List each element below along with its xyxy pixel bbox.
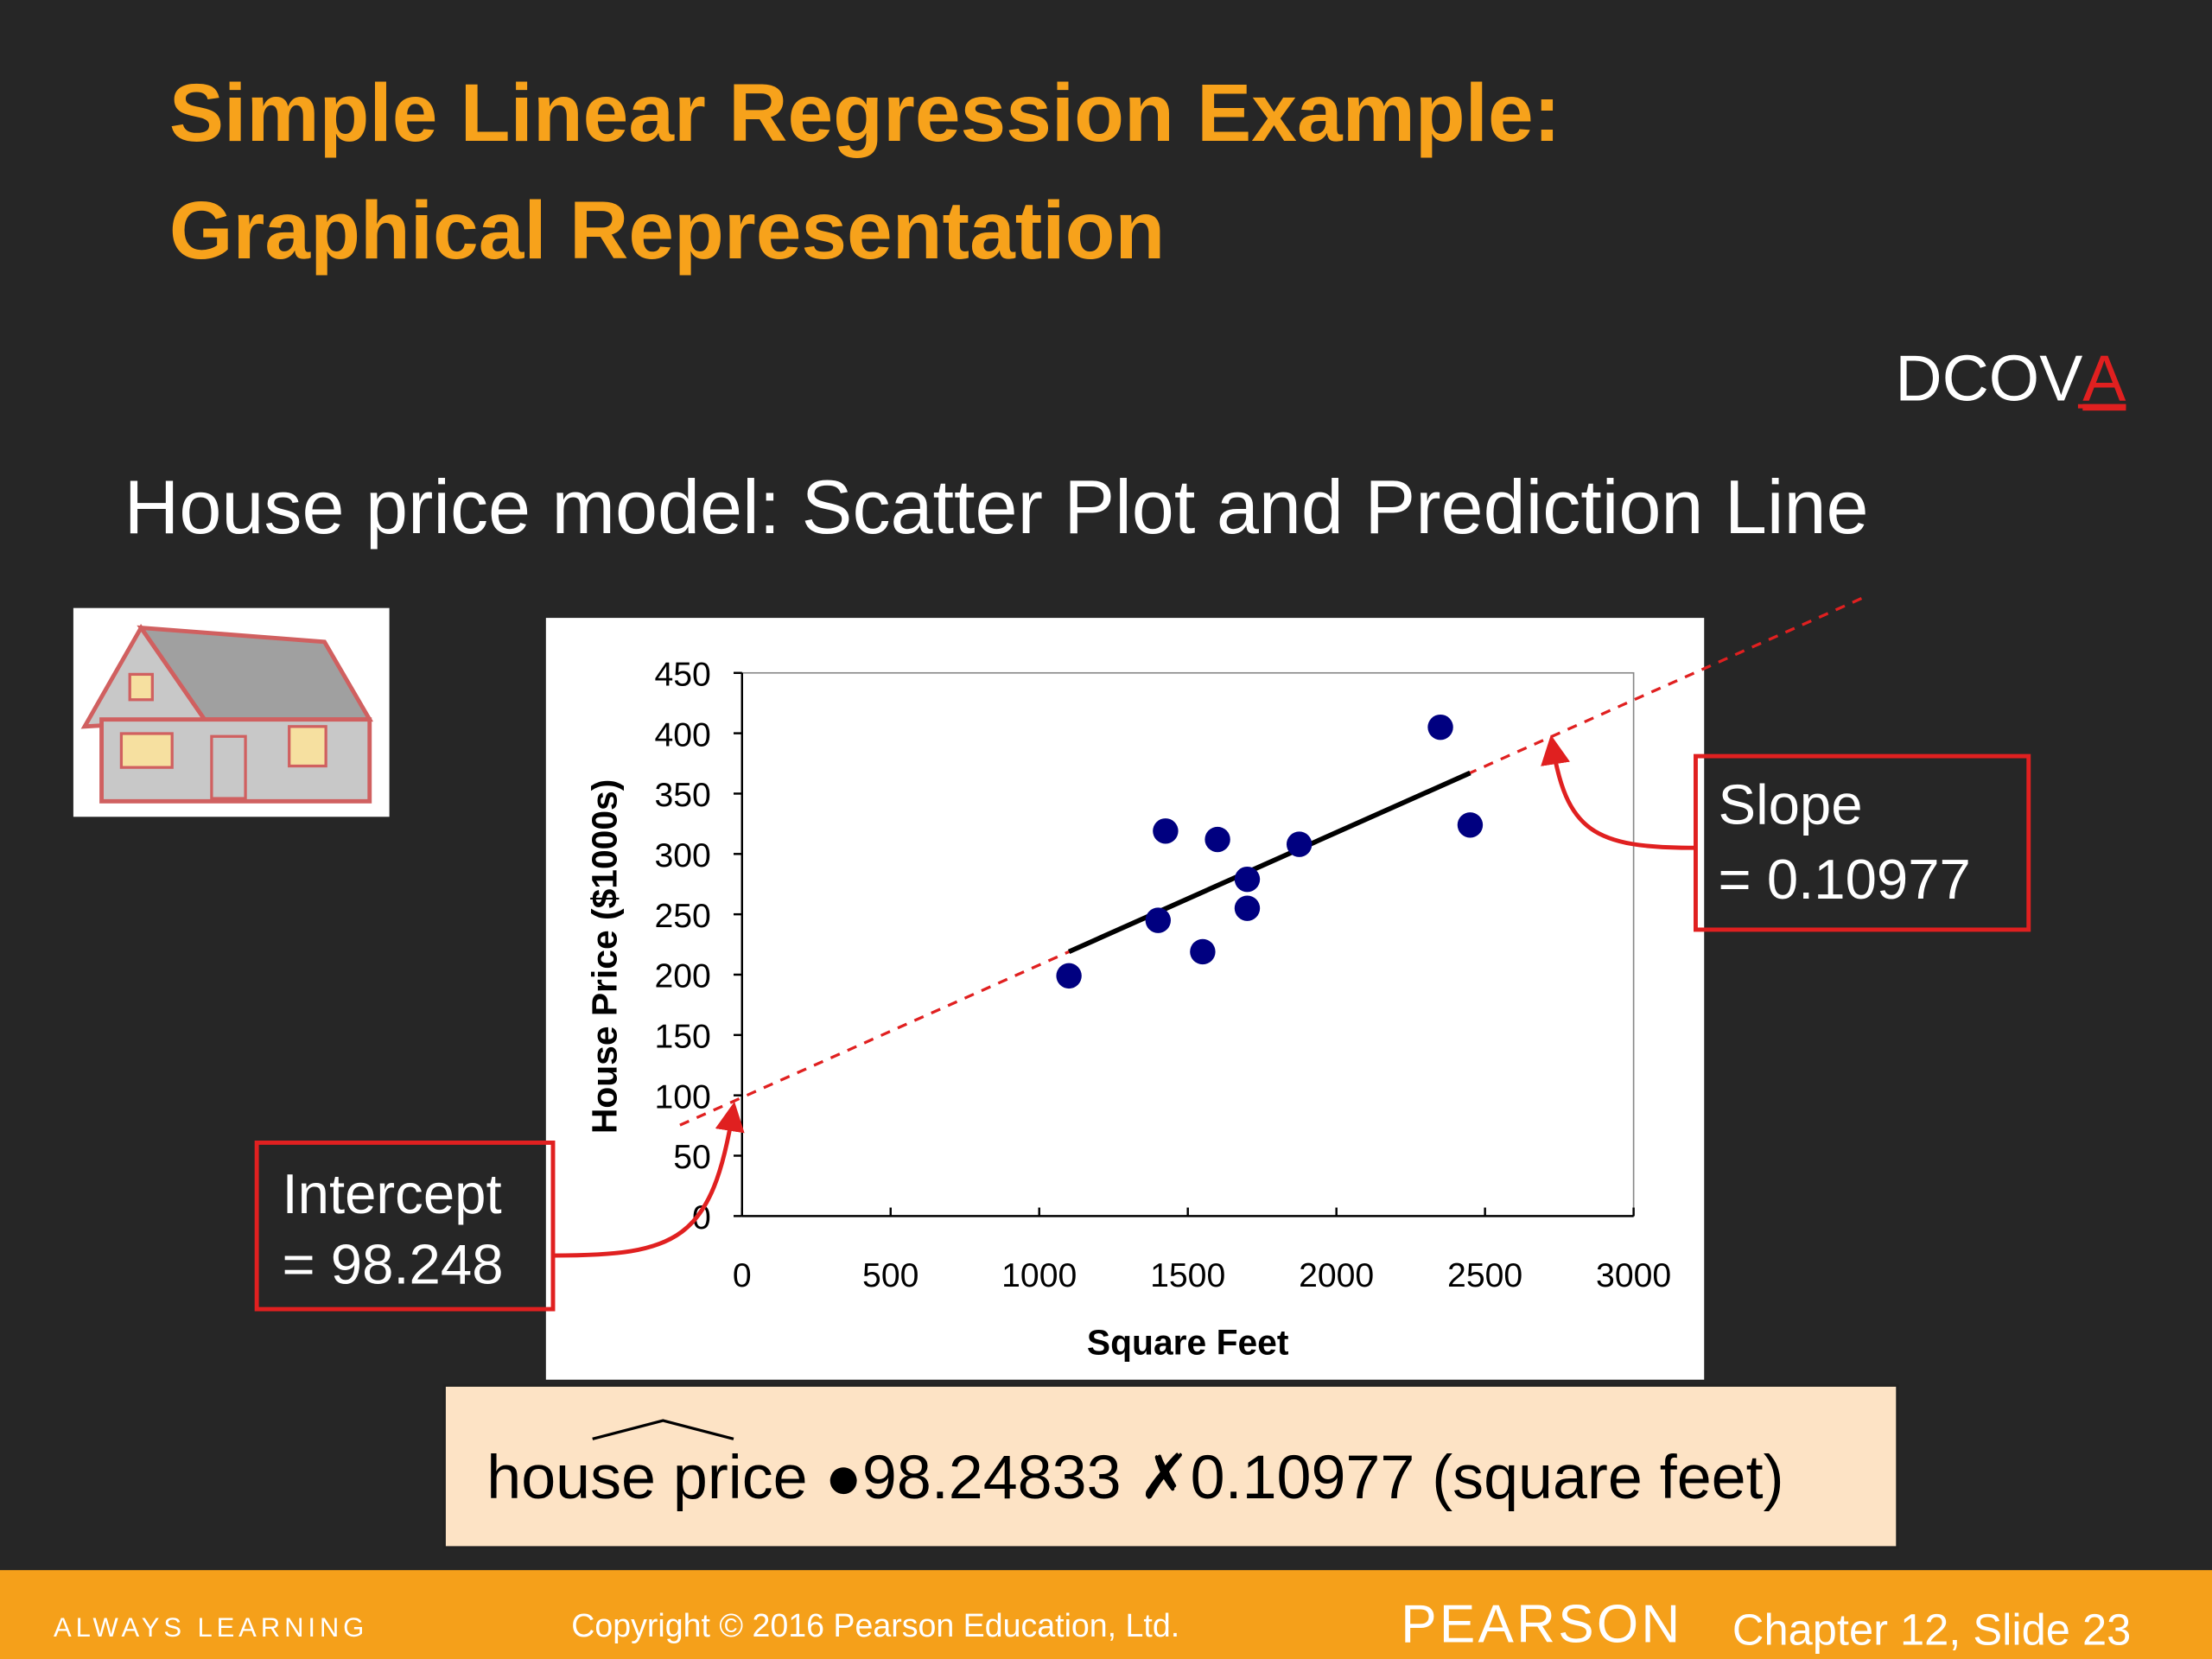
- annotation-box: [254, 1141, 556, 1312]
- y-tick-label: 200: [654, 958, 710, 995]
- footer-tagline: ALWAYS LEARNING: [54, 1612, 368, 1643]
- title-line: Simple Linear Regression Example:: [169, 67, 1560, 159]
- footer-copyright: Copyright © 2016 Pearson Education, Ltd.: [571, 1607, 1179, 1643]
- hat: [592, 1419, 734, 1440]
- data-point: [1457, 812, 1484, 838]
- data-point: [1234, 895, 1261, 921]
- data-point: [1145, 907, 1171, 933]
- data-point: [1205, 826, 1230, 853]
- x-tick-label: 0: [733, 1257, 752, 1294]
- dcova-plain: DCOV: [1895, 342, 2082, 415]
- subtitle: House price model: Scatter Plot and Pred…: [124, 464, 1869, 550]
- y-tick-label: 0: [692, 1199, 711, 1236]
- y-tick-label: 300: [654, 837, 710, 874]
- annotation-box: [1694, 753, 2031, 932]
- annotation-text: = 98.248: [283, 1233, 504, 1296]
- footer-slide: Chapter 12, Slide 23: [1732, 1605, 2131, 1655]
- data-point: [1190, 938, 1216, 965]
- chart-background: [545, 618, 1705, 1380]
- y-tick-label: 350: [654, 777, 710, 814]
- y-tick-label: 250: [654, 898, 710, 935]
- x-tick-label: 2000: [1299, 1257, 1374, 1294]
- data-point: [1056, 963, 1082, 989]
- y-tick-label: 450: [654, 656, 710, 693]
- annotation-text: Intercept: [283, 1162, 502, 1225]
- data-point: [1234, 866, 1261, 893]
- footer-bar: [0, 1570, 2212, 1659]
- data-point: [1427, 714, 1453, 741]
- y-axis-label: House Price ($1000s): [584, 779, 624, 1134]
- annotation-arrow: [1541, 734, 1696, 850]
- prediction-line: [1067, 770, 1471, 955]
- dcova: DCOVA: [1895, 342, 2126, 415]
- y-tick-label: 400: [654, 716, 710, 753]
- x-tick-label: 1500: [1150, 1257, 1225, 1294]
- data-point: [1286, 831, 1313, 857]
- title-line: Graphical Representation: [169, 185, 1165, 276]
- y-tick-label: 150: [654, 1019, 710, 1056]
- x-tick-label: 2500: [1447, 1257, 1522, 1294]
- y-tick-label: 50: [673, 1139, 711, 1176]
- plot: 0 50 100 150 200 250 300 350 400 450 0 500 1000 1500 2…: [584, 595, 1866, 1362]
- data-point: [1153, 818, 1179, 844]
- equation-box: [442, 1383, 1899, 1549]
- annotation-arrow: [552, 1101, 745, 1258]
- x-tick-label: 3000: [1596, 1257, 1671, 1294]
- annotation-text: = 0.10977: [1719, 848, 1971, 911]
- y-tick-label: 100: [654, 1078, 710, 1116]
- x-tick-label: 1000: [1001, 1257, 1077, 1294]
- annotation-text: Slope: [1719, 772, 1863, 836]
- house-icon: [73, 607, 390, 817]
- footer-brand: PEARSON: [1401, 1594, 1682, 1654]
- x-axis-label: Square Feet: [1087, 1322, 1289, 1362]
- x-tick-label: 500: [862, 1257, 918, 1294]
- dcova-highlight: A: [2082, 342, 2126, 415]
- equation: house price ●98.24833 ✗0.10977 (square f…: [486, 1443, 1783, 1512]
